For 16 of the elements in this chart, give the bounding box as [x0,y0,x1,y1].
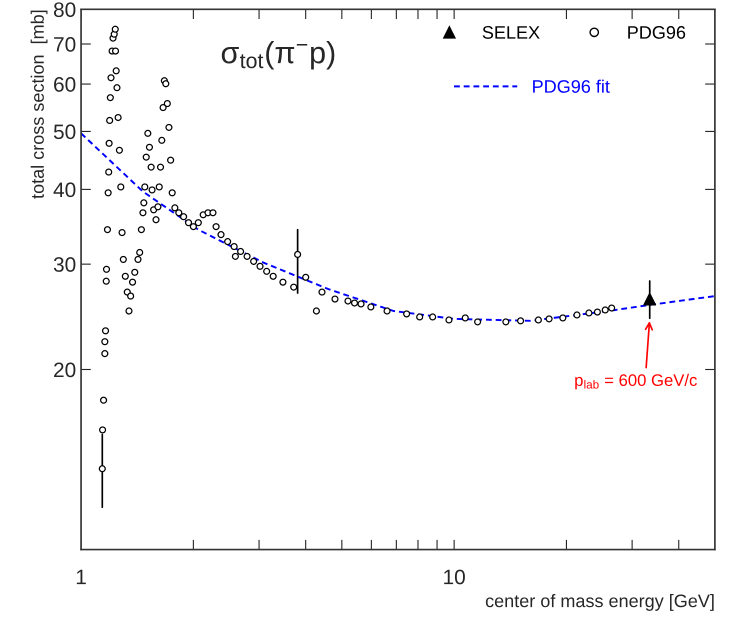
x-tick-label: 1 [76,570,86,584]
legend-label: SELEX [482,26,540,39]
legend-label: PDG96 fit [533,80,610,93]
y-tick-label: 40 [54,182,76,198]
y-axis-title: total cross section [mb] [30,10,48,199]
y-tick-label: 70 [54,37,76,52]
y-tick-label: 50 [54,124,76,140]
text: σ$_{tot}$(π$^{−}$p) [222,41,334,70]
legend-label: PDG96 [628,26,686,39]
y-tick-label: 80 [54,2,76,18]
y-tick-label: 20 [54,362,76,378]
x-tick-label: 10 [444,570,465,584]
annotation: p$_{lab}$ = 600 GeV/c [575,374,697,390]
y-tick-label: 60 [54,77,76,92]
x-axis-title: center of mass energy [GeV] [486,594,714,611]
y-tick-label: 30 [54,257,76,272]
